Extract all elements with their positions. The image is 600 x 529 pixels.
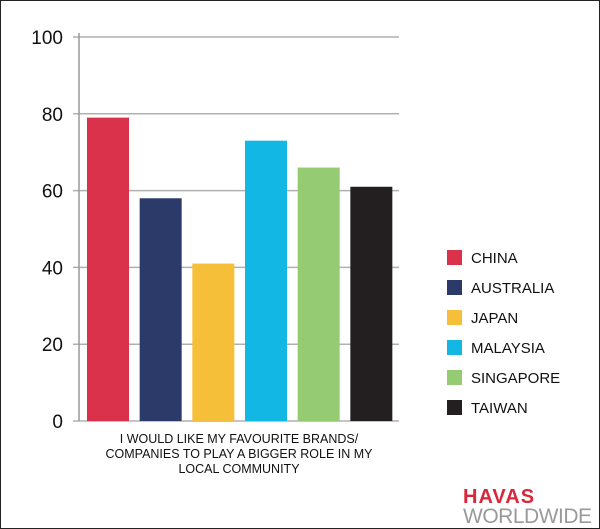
y-tick-label: 20 bbox=[42, 335, 63, 356]
category-label: LOCAL COMMUNITY bbox=[178, 462, 300, 476]
category-label: I WOULD LIKE MY FAVOURITE BRANDS/ bbox=[120, 432, 359, 446]
legend-label: JAPAN bbox=[471, 310, 518, 327]
bar-japan bbox=[192, 263, 235, 421]
legend-label: MALAYSIA bbox=[471, 340, 545, 357]
y-tick-label: 80 bbox=[42, 105, 63, 126]
y-tick-label: 60 bbox=[42, 182, 63, 203]
y-tick-label: 100 bbox=[31, 28, 63, 49]
logo-sub: WORLDWIDE bbox=[463, 505, 592, 528]
legend-swatch bbox=[447, 370, 462, 385]
logo-brand: HAVAS bbox=[463, 486, 536, 508]
legend-label: AUSTRALIA bbox=[471, 280, 554, 297]
legend-swatch bbox=[447, 250, 462, 265]
havas-worldwide-logo: HAVAS WORLDWIDE bbox=[463, 486, 593, 528]
legend-swatch bbox=[447, 280, 462, 295]
legend-swatch bbox=[447, 340, 462, 355]
y-tick-label: 0 bbox=[52, 412, 63, 433]
bar-australia bbox=[139, 198, 182, 421]
category-label: COMPANIES TO PLAY A BIGGER ROLE IN MY bbox=[106, 447, 374, 461]
bar-malaysia bbox=[245, 140, 287, 421]
legend-label: CHINA bbox=[471, 250, 518, 267]
y-tick-label: 40 bbox=[42, 258, 63, 279]
bar-china bbox=[87, 117, 129, 421]
legend-label: TAIWAN bbox=[471, 400, 528, 417]
bar-singapore bbox=[297, 167, 340, 421]
legend-label: SINGAPORE bbox=[471, 370, 560, 387]
bar-taiwan bbox=[350, 186, 393, 421]
legend-swatch bbox=[447, 400, 462, 415]
legend-swatch bbox=[447, 310, 462, 325]
